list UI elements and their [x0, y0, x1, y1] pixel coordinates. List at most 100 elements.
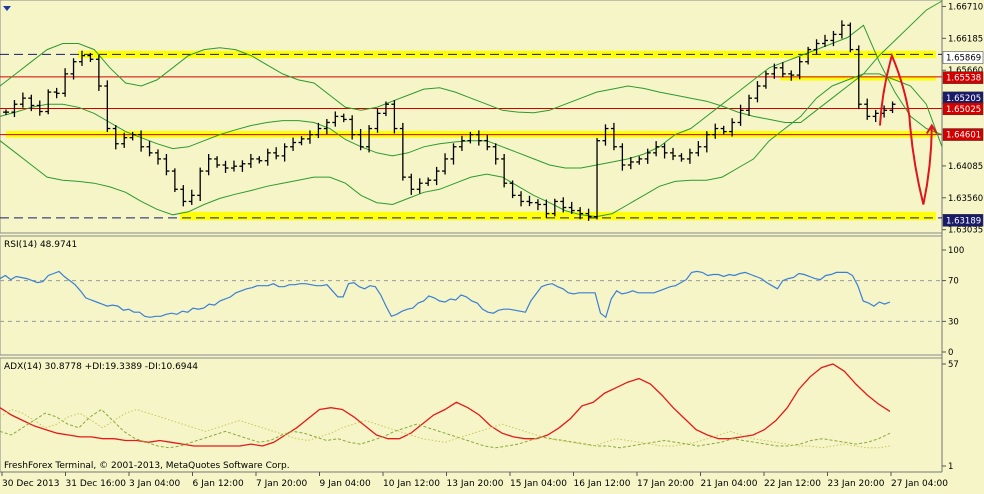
price-bar: [290, 137, 297, 151]
adx-line-di: [0, 408, 891, 449]
price-bar: [551, 198, 558, 217]
price-bar: [366, 125, 373, 153]
price-bar: [534, 199, 541, 211]
x-tick-label: 13 Jan 20:00: [447, 479, 504, 489]
rsi-scale-label: 100: [948, 246, 964, 256]
price-bar: [543, 199, 550, 218]
price-bar: [661, 143, 668, 159]
price-bar: [636, 156, 643, 165]
price-bar: [247, 153, 254, 168]
price-bar: [11, 100, 18, 118]
price-label-text: 1.63189: [946, 216, 981, 226]
price-bar: [771, 63, 778, 79]
adx-panel: 57 1: [0, 360, 959, 472]
price-bar: [509, 180, 516, 199]
price-bar: [87, 52, 94, 63]
price-bar: [129, 131, 136, 141]
price-bar: [239, 160, 246, 172]
price-bar: [408, 173, 415, 195]
x-tick-label: 15 Jan 04:00: [510, 479, 567, 489]
price-panel-frame: [0, 0, 943, 234]
price-bar: [610, 122, 617, 151]
price-label-box: [942, 214, 984, 227]
price-bar: [560, 197, 567, 213]
price-bar: [762, 71, 769, 89]
x-tick-label: 6 Jan 12:00: [193, 479, 245, 489]
price-bar: [298, 136, 305, 146]
price-bar: [467, 131, 474, 144]
adx-label: ADX(14) 30.8778 +DI:19.3389 -DI:10.6944: [4, 362, 198, 372]
price-label-box: [942, 71, 984, 84]
price-bar: [222, 160, 229, 173]
price-label-text: 1.65538: [946, 74, 981, 84]
price-bar: [391, 100, 398, 134]
upper-band-line: [0, 0, 943, 123]
price-bar: [374, 108, 381, 133]
price-bar: [349, 115, 356, 140]
price-bar: [62, 68, 69, 97]
price-bar: [830, 30, 837, 47]
rsi-panel-frame: [0, 235, 943, 356]
price-bar: [872, 109, 879, 123]
price-bar: [788, 70, 795, 81]
price-bar: [442, 153, 449, 175]
adx-panel-frame: [0, 357, 943, 473]
x-tick-label: 16 Jan 12:00: [574, 479, 631, 489]
forecast-path: [879, 52, 933, 205]
watermark: FreshForex Terminal, © 2001-2013, MetaQu…: [4, 461, 290, 471]
price-bar: [779, 62, 786, 78]
price-bar: [720, 125, 727, 135]
price-bar: [864, 98, 871, 120]
forecast-arrow: [879, 52, 938, 205]
price-bar: [855, 45, 862, 110]
price-bar: [484, 135, 491, 151]
price-bar: [45, 89, 52, 115]
price-bar: [332, 111, 339, 127]
price-label-box: [942, 128, 984, 141]
y-tick-label: 1.66710: [948, 2, 983, 12]
price-bar: [180, 185, 187, 207]
forecast-arrowhead: [925, 123, 938, 135]
price-bar: [754, 81, 761, 103]
price-bar: [746, 94, 753, 116]
time-axis: 30 Dec 2013 31 Dec 16:00 3 Jan 04:00 6 Jan …: [1, 472, 948, 489]
price-bar: [273, 147, 280, 160]
x-tick-label: 9 Jan 04:00: [320, 479, 372, 489]
x-tick-label: 27 Jan 04:00: [891, 479, 948, 489]
x-tick-label: 31 Dec 16:00: [66, 479, 127, 489]
price-bar: [28, 94, 35, 112]
price-label-text: 1.64601: [946, 131, 981, 141]
x-tick-label: 23 Jan 20:00: [828, 479, 885, 489]
price-bar: [197, 167, 204, 202]
price-bar: [568, 201, 575, 215]
lower-band-line: [0, 73, 943, 218]
price-bar: [653, 141, 660, 157]
rsi-scale-label: 70: [948, 277, 959, 287]
y-tick-label: 1.63035: [948, 226, 983, 236]
price-bar: [340, 113, 347, 123]
price-bar: [138, 130, 145, 152]
x-tick-label: 7 Jan 20:00: [256, 479, 308, 489]
price-bar: [686, 148, 693, 164]
price-bar: [104, 80, 111, 133]
price-bar: [670, 147, 677, 161]
x-tick-label: 21 Jan 04:00: [701, 479, 758, 489]
price-bar: [695, 141, 702, 157]
price-bar: [838, 20, 845, 39]
rsi-panel: 100 70 30 0: [0, 246, 964, 358]
y-tick-label: 1.63560: [948, 194, 983, 204]
price-bar: [264, 148, 271, 166]
x-tick-label: 30 Dec 2013: [2, 479, 60, 489]
x-tick-label: 17 Jan 20:00: [637, 479, 694, 489]
rsi-line: [0, 270, 891, 319]
price-bar: [256, 156, 263, 164]
adx-line-di: [0, 408, 891, 449]
price-bar: [518, 191, 525, 207]
price-bar: [712, 123, 719, 139]
price-bar: [678, 153, 685, 162]
price-bar: [526, 195, 533, 207]
price-bar: [78, 50, 85, 66]
adx-scale-label: 1: [948, 462, 953, 472]
